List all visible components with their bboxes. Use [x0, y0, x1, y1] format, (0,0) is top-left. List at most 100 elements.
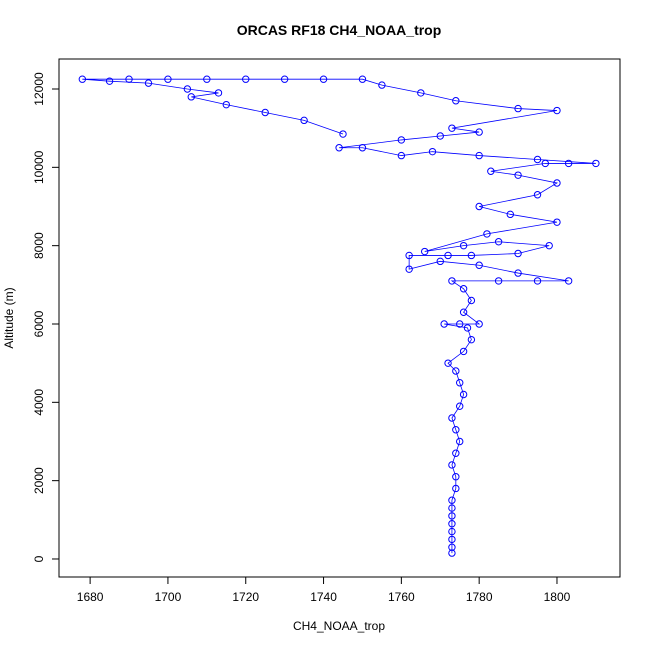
data-point — [378, 81, 386, 89]
data-point — [452, 473, 460, 481]
data-point — [459, 308, 468, 316]
x-tick-label: 1760 — [388, 590, 415, 604]
data-point — [222, 100, 230, 109]
y-tick-label: 8000 — [32, 232, 46, 259]
data-point — [452, 367, 460, 375]
data-point — [483, 230, 491, 238]
data-point — [514, 269, 522, 277]
data-point — [459, 390, 468, 399]
x-axis-label: CH4_NOAA_trop — [293, 619, 385, 633]
data-point — [448, 277, 456, 285]
data-point — [475, 128, 483, 136]
x-tick-label: 1680 — [77, 590, 104, 604]
data-point — [405, 251, 413, 260]
data-point — [541, 159, 550, 168]
x-tick-label: 1800 — [544, 590, 571, 604]
x-tick-label: 1720 — [232, 590, 259, 604]
y-tick-label: 2000 — [32, 467, 46, 494]
data-point — [319, 75, 328, 83]
y-tick-label: 12000 — [32, 72, 46, 106]
data-point — [440, 320, 448, 328]
data-point — [358, 144, 367, 152]
data-point — [448, 496, 456, 504]
data-point — [533, 277, 542, 285]
data-point — [448, 520, 456, 528]
data-point — [300, 116, 308, 125]
data-point — [475, 151, 483, 160]
data-point — [514, 104, 522, 113]
data-point — [261, 108, 269, 117]
data-point — [452, 449, 460, 457]
data-point — [533, 191, 542, 199]
data-point — [463, 324, 472, 332]
data-point — [280, 75, 289, 83]
data-point — [125, 75, 133, 83]
data-point — [78, 75, 87, 83]
y-tick-label: 0 — [32, 555, 46, 562]
data-point — [187, 93, 195, 101]
data-point — [448, 461, 456, 469]
data-point — [436, 257, 444, 266]
x-tick-label: 1700 — [155, 590, 182, 604]
data-point — [183, 85, 192, 93]
x-tick-label: 1780 — [466, 590, 493, 604]
data-point — [487, 167, 495, 175]
data-point — [448, 124, 456, 132]
data-point — [397, 136, 406, 144]
data-point — [448, 543, 456, 551]
data-point — [514, 249, 522, 258]
data-point — [203, 75, 211, 83]
chart-title: ORCAS RF18 CH4_NOAA_trop — [237, 22, 442, 38]
data-point — [405, 265, 413, 273]
data-point — [444, 251, 452, 260]
data-point — [514, 171, 522, 179]
y-axis-label: Altitude (m) — [2, 287, 16, 348]
data-point — [475, 261, 483, 269]
data-point — [397, 151, 406, 160]
data-point — [545, 241, 553, 250]
data-point — [494, 277, 503, 285]
data-point — [448, 414, 456, 422]
data-point — [456, 402, 464, 410]
data-point — [467, 335, 476, 344]
data-point — [448, 549, 456, 557]
data-point — [452, 97, 460, 105]
data-point — [564, 277, 573, 285]
data-point — [456, 379, 464, 387]
x-tick-label: 1740 — [310, 590, 337, 604]
y-tick-label: 4000 — [32, 389, 46, 416]
data-point — [452, 426, 460, 434]
data-point — [144, 79, 153, 87]
data-point — [459, 285, 468, 293]
data-point — [421, 247, 429, 256]
data-point — [533, 155, 542, 164]
data-point — [436, 132, 444, 140]
data-point — [553, 179, 561, 187]
data-point — [553, 218, 561, 226]
data-point — [448, 504, 456, 512]
data-point — [358, 75, 367, 83]
y-tick-label: 10000 — [32, 150, 46, 184]
data-point — [467, 296, 476, 305]
data-point — [456, 437, 464, 446]
data-point — [448, 527, 456, 536]
data-point — [564, 159, 573, 168]
data-point — [459, 241, 468, 250]
data-line — [82, 78, 596, 554]
data-point — [467, 251, 476, 260]
data-point — [444, 359, 452, 367]
data-point — [335, 144, 343, 152]
data-point — [417, 89, 425, 97]
data-point — [448, 512, 456, 520]
data-point — [475, 202, 483, 211]
y-tick-label: 6000 — [32, 310, 46, 337]
data-point — [456, 320, 464, 328]
data-point — [475, 320, 483, 328]
data-point — [214, 89, 223, 97]
data-point — [339, 130, 347, 138]
data-point — [459, 347, 468, 356]
data-point — [452, 484, 460, 493]
data-point — [448, 535, 456, 544]
